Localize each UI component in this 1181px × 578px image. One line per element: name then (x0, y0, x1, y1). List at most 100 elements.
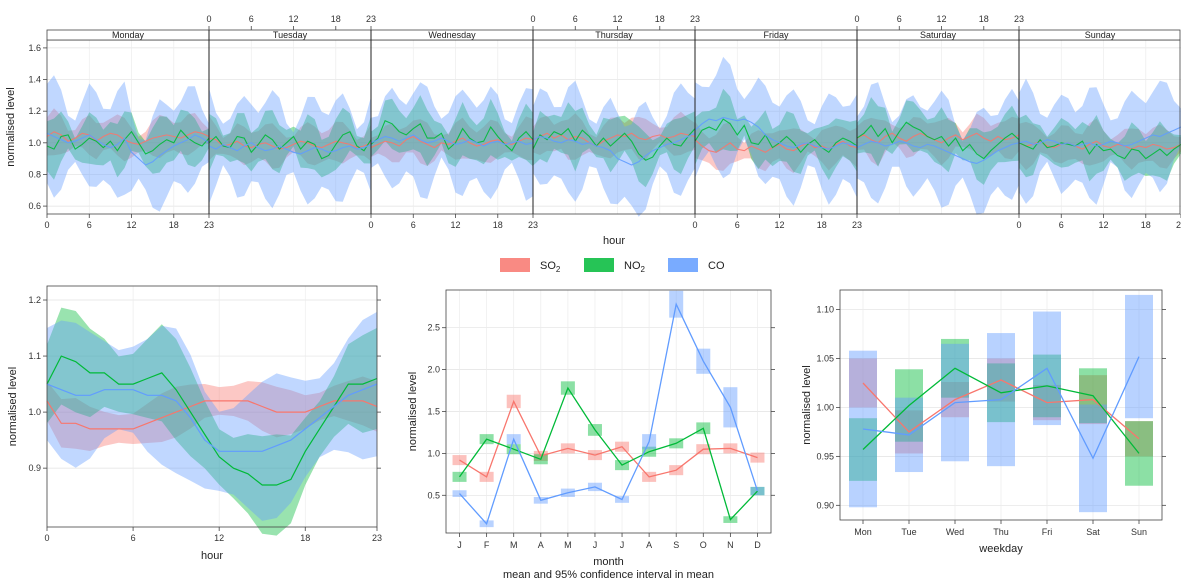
weekly-xtick-top-label: 23 (690, 14, 700, 24)
weekly-strip-label: Friday (763, 30, 789, 40)
hour-line-so2 (46, 400, 378, 430)
weekly-xtick-top-label: 12 (937, 14, 947, 24)
legend-label-co: CO (708, 260, 725, 272)
weekly-line-co-wednesday (370, 134, 534, 147)
legend-label-base: CO (708, 260, 725, 272)
weekly-xtick-top-label: 23 (1014, 14, 1024, 24)
weekly-band-no2-tuesday (209, 107, 371, 178)
hour-xtick-label: 23 (372, 533, 382, 543)
hour-xtick-label: 18 (300, 533, 310, 543)
weekly-band-co-sunday (1019, 78, 1181, 205)
weekly-xtick-label: 0 (368, 220, 373, 230)
weekly-xtick-top-label: 6 (573, 14, 578, 24)
weekly-line-co-tuesday (208, 142, 372, 155)
weekly-strip-label: Tuesday (273, 30, 308, 40)
month-ylabel: normalised level (407, 372, 419, 451)
month-ytick-label: 1.0 (427, 448, 440, 458)
weekday-ytick-label: 1.00 (816, 402, 834, 412)
weekly-xtick-label: 6 (411, 220, 416, 230)
weekly-line-no2-thursday (532, 127, 696, 161)
hour-panel: 0 6 12 18 23 0.9 1.0 1.1 1.2 hour normalised level (7, 285, 382, 562)
weekly-strip-label: Sunday (1085, 30, 1116, 40)
weekly-xtick-top-label: 0 (854, 14, 859, 24)
weekday-xtick-label: Wed (946, 527, 964, 537)
legend-swatch-no2 (584, 258, 614, 272)
weekly-strip-label: Monday (112, 30, 145, 40)
weekly-xtick-label: 0 (44, 220, 49, 230)
weekly-band-so2-sunday (1019, 118, 1181, 171)
weekly-line-so2-thursday (532, 132, 696, 147)
month-panel: J F M A M J J A S O N D 0.5 1.0 1.5 2.0 2.5 month normalis… (407, 289, 775, 578)
legend-label-subscript: 2 (641, 265, 646, 274)
hour-frame (46, 285, 378, 528)
weekly-xtick-top-label: 6 (897, 14, 902, 24)
weekly-line-no2-tuesday (208, 130, 372, 160)
weekday-line-co (862, 356, 1140, 460)
weekly-xtick-label: 6 (87, 220, 92, 230)
weekday-xtick-label: Sun (1131, 527, 1147, 537)
weekly-xtick-label: 18 (1141, 220, 1151, 230)
weekly-xtick-label: 23 (528, 220, 538, 230)
weekly-xtick-top-label: 0 (206, 14, 211, 24)
month-ytick-label: 0.5 (427, 490, 440, 500)
weekly-strip-label: Wednesday (428, 30, 476, 40)
weekly-band-no2-friday (695, 88, 857, 181)
hour-xtick-label: 0 (44, 533, 49, 543)
month-ytick-label: 1.5 (427, 407, 440, 417)
weekly-xtick-top-label: 23 (366, 14, 376, 24)
weekly-ytick-label: 1.2 (28, 106, 41, 116)
hour-line-co (46, 383, 378, 452)
weekly-xtick-label: 23 (852, 220, 862, 230)
weekly-ytick-label: 1.6 (28, 43, 41, 53)
weekday-ylabel: normalised level (801, 365, 813, 444)
month-xtick-label: M (564, 540, 572, 550)
weekly-band-so2-monday (47, 108, 209, 162)
weekday-ci-box-no2 (1125, 421, 1153, 486)
legend-label-no2: NO2 (624, 260, 646, 274)
weekly-line-so2-sunday (1018, 140, 1181, 150)
weekly-xtick-top-label: 12 (289, 14, 299, 24)
month-xtick-label: J (593, 540, 598, 550)
weekly-xtick-label: 23 (1176, 220, 1181, 230)
hour-ytick-label: 1.0 (28, 407, 41, 417)
weekly-xtick-label: 0 (1016, 220, 1021, 230)
weekday-xtick-label: Fri (1042, 527, 1053, 537)
hour-xlabel: hour (201, 550, 223, 562)
weekday-xtick-label: Thu (993, 527, 1009, 537)
weekly-band-no2-thursday (533, 102, 695, 188)
hour-band-co (47, 311, 377, 521)
month-xlabel: month (593, 556, 624, 568)
weekly-xtick-label: 6 (1059, 220, 1064, 230)
weekly-band-co-tuesday (209, 88, 371, 209)
weekly-xtick-label: 18 (493, 220, 503, 230)
weekly-line-co-saturday (856, 140, 1020, 164)
legend-swatch-co (668, 258, 698, 272)
month-xtick-label: M (510, 540, 518, 550)
weekly-line-co-monday (46, 132, 210, 166)
weekly-strip-label: Saturday (920, 30, 957, 40)
weekly-xtick-label: 12 (127, 220, 137, 230)
legend: SO2 NO2 CO (500, 258, 725, 274)
weekly-line-so2-saturday (856, 132, 1020, 144)
weekly-line-no2-wednesday (370, 119, 534, 152)
month-xtick-label: O (700, 540, 707, 550)
weekday-ytick-label: 0.90 (816, 500, 834, 510)
weekly-xtick-label: 18 (169, 220, 179, 230)
weekly-band-so2-saturday (857, 113, 1019, 167)
month-ytick-label: 2.5 (427, 323, 440, 333)
weekday-ci-box-co (849, 350, 877, 508)
hour-band-no2 (47, 307, 377, 536)
weekday-ci-box-no2 (849, 418, 877, 481)
hour-xtick-label: 12 (214, 533, 224, 543)
hour-ylabel: normalised level (7, 367, 19, 446)
weekly-xtick-label: 6 (735, 220, 740, 230)
weekday-xtick-label: Tue (901, 527, 916, 537)
month-line-co (459, 302, 759, 526)
weekly-line-no2-friday (694, 118, 858, 154)
hour-ytick-label: 1.1 (28, 351, 41, 361)
weekly-line-co-sunday (1018, 126, 1181, 147)
legend-label-subscript: 2 (556, 265, 561, 274)
weekly-xtick-label: 12 (1099, 220, 1109, 230)
weekly-strip-bar (46, 29, 1181, 41)
weekday-ytick-label: 1.05 (816, 354, 834, 364)
